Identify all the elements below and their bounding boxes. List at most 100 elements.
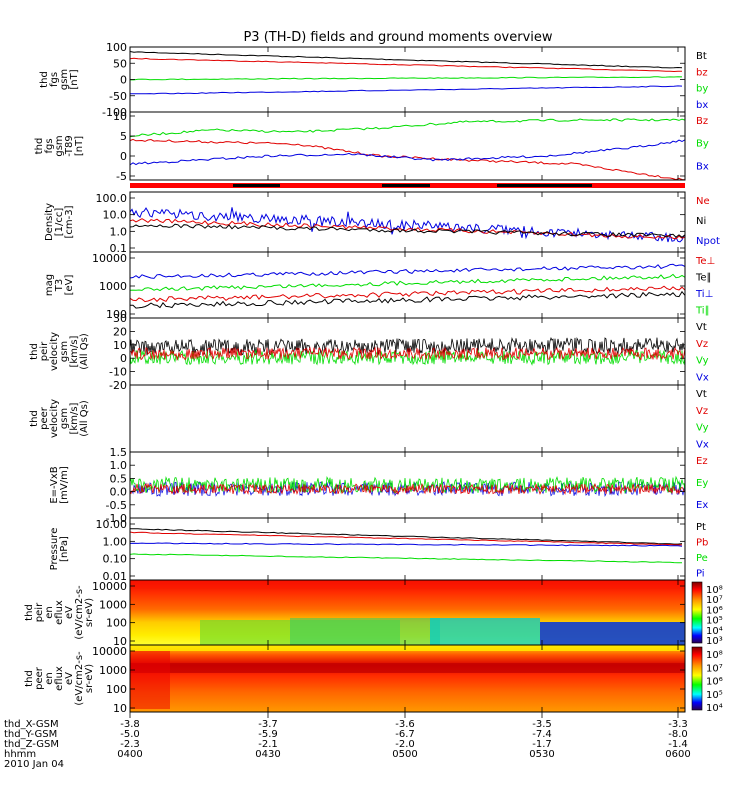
y-tick-label: 100 xyxy=(106,617,127,630)
y-axis-label: gsm xyxy=(59,341,70,362)
panel-temperature: 10000 1000 100 mag T3 [eV] Te⊥ Te∥ Ti⊥ Ti∥ xyxy=(44,251,715,321)
y-tick-label: 0 xyxy=(120,150,127,163)
legend-Pi: Pi xyxy=(696,569,705,580)
ephem-t-0: 0400 xyxy=(117,749,142,760)
legend-Bt: Bt xyxy=(696,51,707,62)
y-axis-label: sr-eV) xyxy=(84,664,95,693)
y-tick-label: -1.0 xyxy=(106,512,127,525)
ephem-t-2: 0500 xyxy=(392,749,417,760)
y-tick-label: 100 xyxy=(106,308,127,321)
y-axis-label: [eV] xyxy=(64,275,75,296)
y-axis-label: fgs xyxy=(49,72,60,87)
y-axis-label: thd xyxy=(24,670,35,687)
y-tick-label: 10 xyxy=(113,339,127,352)
mode-bar-segment xyxy=(497,184,592,187)
y-axis-label: eV xyxy=(64,672,75,685)
trace-Pe xyxy=(129,553,682,564)
colorbar-peer_en_eflux xyxy=(691,646,703,711)
y-tick-label: 10 xyxy=(113,110,127,123)
ephem-y-0: -5.0 xyxy=(120,729,140,740)
y-tick-label: 20 xyxy=(113,325,127,338)
y-tick-label: -0.5 xyxy=(106,499,127,512)
trace-Pi xyxy=(129,542,683,547)
panel-frame xyxy=(129,384,686,453)
ephem-row-label-x: thd_X-GSM xyxy=(4,719,59,730)
y-tick-label: 1.00 xyxy=(103,535,128,548)
ephem-y-2: -6.7 xyxy=(395,729,415,740)
y-axis-label: peer xyxy=(34,666,45,690)
y-tick-label: 10000 xyxy=(92,252,127,265)
ephem-x-4: -3.3 xyxy=(668,719,688,730)
trace-by xyxy=(130,76,683,81)
legend-Bz: Bz xyxy=(696,116,708,127)
panel-e_field: 1.51.00.50.0-0.5-1.0 E=-VxB [mV/m] Ez Ey Ex xyxy=(49,446,708,525)
ephemeris-table: thd_X-GSM thd_Y-GSM thd_Z-GSM hhmm 2010 … xyxy=(4,719,691,770)
panel-frame xyxy=(129,251,686,319)
y-axis-label: eflux xyxy=(54,666,65,691)
ephem-y-4: -8.0 xyxy=(668,729,688,740)
y-axis-label: velocity xyxy=(49,399,60,438)
y-tick-label: 10 xyxy=(113,635,127,648)
y-axis-label: fgs xyxy=(44,138,55,153)
legend-Ez: Ez xyxy=(696,456,708,467)
y-tick-label: 0 xyxy=(120,74,127,87)
ephem-row-label-hhmm: hhmm xyxy=(4,749,36,760)
legend-Ti∥: Ti∥ xyxy=(695,306,710,317)
y-axis-label: [nPa] xyxy=(59,536,70,562)
ephem-y-3: -7.4 xyxy=(532,729,552,740)
y-tick-label: 10000 xyxy=(92,645,127,658)
trace-Vy xyxy=(129,349,686,366)
ephem-x-3: -3.5 xyxy=(532,719,552,730)
y-axis-label: [nT] xyxy=(69,69,80,89)
colorbar-label: 10⁶ xyxy=(706,605,723,616)
legend-by: by xyxy=(696,84,708,95)
y-axis-label: peer xyxy=(39,406,50,430)
y-tick-label: 0 xyxy=(120,352,127,365)
legend-Bx: Bx xyxy=(696,161,709,172)
y-tick-label: 0.01 xyxy=(103,570,128,583)
y-axis-label: gsm xyxy=(59,408,70,429)
legend-Ne: Ne xyxy=(696,196,710,207)
legend-Vz: Vz xyxy=(696,339,708,350)
y-tick-label: 10.00 xyxy=(96,518,128,531)
heatmap-top-yellow xyxy=(130,645,685,651)
trace-Vz xyxy=(130,346,686,361)
trace-bz xyxy=(129,57,683,73)
colorbar-label: 10⁶ xyxy=(706,677,723,688)
panel-fgs_gsm_t89: 10 5 0 -5 thd fgs gsm -T89 [nT] Bz By Bx xyxy=(34,110,709,188)
panel-frame xyxy=(129,111,686,181)
y-tick-label: 10 xyxy=(113,702,127,715)
trace-Npot xyxy=(129,207,685,243)
ephem-z-3: -1.7 xyxy=(532,739,552,750)
trace-Ti-par xyxy=(129,273,686,292)
legend-bz: bz xyxy=(696,67,708,78)
y-axis-label: -T89 xyxy=(64,135,75,157)
legend-Npot: Npot xyxy=(696,236,720,247)
y-axis-label: (eV/cm2-s- xyxy=(74,651,85,706)
legend-Vt: Vt xyxy=(696,322,707,333)
y-axis-label: eV xyxy=(64,606,75,619)
ephem-row-label-z: thd_Z-GSM xyxy=(4,739,59,750)
y-axis-label: Pressure xyxy=(49,528,60,571)
ephem-t-3: 0530 xyxy=(529,749,554,760)
heatmap-green-region-2 xyxy=(290,618,440,645)
legend-Vy: Vy xyxy=(696,423,709,434)
y-tick-label: -50 xyxy=(109,90,127,103)
y-axis-label: peir xyxy=(34,602,45,622)
legend-Pe: Pe xyxy=(696,553,708,564)
y-tick-label: 1.0 xyxy=(110,459,128,472)
legend-Vx: Vx xyxy=(696,372,709,383)
ephem-row-label-y: thd_Y-GSM xyxy=(4,729,57,740)
y-axis-label: en xyxy=(44,606,55,619)
y-tick-label: -100 xyxy=(102,106,127,119)
panel-frame xyxy=(129,451,686,519)
colorbar-label: 10⁵ xyxy=(706,690,723,701)
colorbar-label: 10⁵ xyxy=(706,616,723,627)
y-axis-label: [cm-3] xyxy=(64,205,75,238)
y-axis-label: [1/cc] xyxy=(54,208,65,237)
ephem-x-0: -3.8 xyxy=(120,719,140,730)
ephem-y-1: -5.9 xyxy=(258,729,278,740)
panel-peer_velocity: thd peer velocity gsm [km/s] (All Qs) Vt Vz Vy Vx xyxy=(29,384,709,453)
